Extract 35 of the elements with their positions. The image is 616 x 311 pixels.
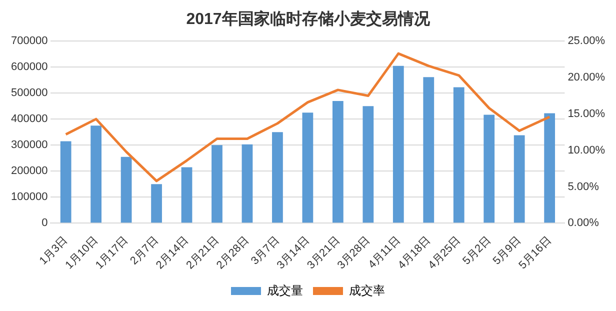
chart-title: 2017年国家临时存储小麦交易情况 [186,9,431,28]
bar [181,167,192,223]
bar [120,156,132,223]
legend-label: 成交量 [267,283,303,298]
y-tick-label: 100000 [10,191,48,204]
bar [212,145,222,223]
y2-tick-label: 15.00% [568,108,606,120]
bar [242,144,253,223]
bar [544,113,556,223]
y-tick-label: 0 [42,217,48,230]
y-tick-label: 200000 [10,165,48,178]
y2-tick-label: 20.00% [568,72,606,84]
y-tick-label: 700000 [10,35,48,48]
y2-tick-label: 5.00% [568,180,600,193]
y-tick-label: 300000 [10,139,48,152]
y2-tick-label: 10.00% [568,144,606,156]
bar [151,184,162,223]
bar [453,87,464,223]
bar [362,106,374,223]
y-tick-label: 600000 [10,61,48,74]
y-tick-label: 400000 [10,113,48,126]
y-tick-label: 500000 [10,87,48,100]
bar [302,112,314,223]
bar [272,132,283,223]
bar [60,141,72,223]
bar [332,100,344,223]
bar [423,77,434,223]
y2-tick-label: 25.00% [568,35,606,48]
bar [392,66,404,223]
x-tick-label: 5月2日 [460,234,494,268]
bar [484,114,495,223]
y2-tick-label: 0.00% [568,217,600,230]
bar [90,126,102,223]
legend-label: 成交率 [349,283,385,298]
bar [514,135,525,223]
